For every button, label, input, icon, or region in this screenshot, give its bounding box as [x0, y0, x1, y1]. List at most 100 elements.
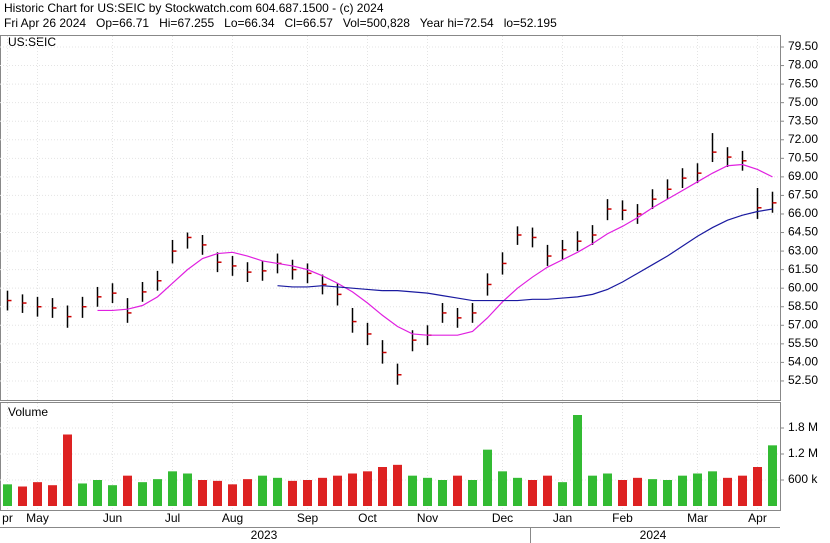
- symbol-label: US:SEIC: [8, 35, 56, 49]
- y-tick-label: 57.00: [788, 317, 818, 331]
- x-tick-label: Feb: [612, 511, 633, 525]
- volume-bar: [708, 471, 717, 506]
- moving-average: [97, 163, 773, 336]
- volume-bar: [213, 480, 222, 506]
- volume-bar: [753, 467, 762, 506]
- volume-bar: [408, 475, 417, 506]
- y-tick-label: 60.00: [788, 280, 818, 294]
- x-tick-label: Aug: [222, 511, 243, 525]
- volume-bar: [663, 480, 672, 506]
- y-tick-label: 1.2 M: [788, 446, 818, 460]
- volume-bar: [678, 475, 687, 506]
- volume-bar: [153, 479, 162, 506]
- volume-bar: [738, 475, 747, 506]
- volume-bar: [198, 480, 207, 506]
- volume-bar: [393, 464, 402, 506]
- volume-bar: [33, 482, 42, 506]
- y-tick-label: 1.8 M: [788, 420, 818, 434]
- year-label: 2023: [251, 528, 278, 542]
- volume-bar: [378, 467, 387, 506]
- volume-bar: [78, 483, 87, 506]
- y-tick-label: 64.50: [788, 225, 818, 239]
- y-tick-label: 63.00: [788, 243, 818, 257]
- y-tick-label: 73.50: [788, 113, 818, 127]
- volume-bar: [693, 473, 702, 506]
- volume-bar: [723, 477, 732, 506]
- volume-bar: [603, 473, 612, 506]
- y-tick-label: 76.50: [788, 76, 818, 90]
- volume-bar: [363, 471, 372, 506]
- volume-bar: [108, 485, 117, 506]
- volume-bar: [588, 475, 597, 506]
- y-tick-label: 67.50: [788, 188, 818, 202]
- volume-bar: [3, 484, 12, 506]
- moving-average: [277, 208, 773, 302]
- year-label: 2024: [640, 528, 667, 542]
- volume-bar: [618, 480, 627, 506]
- volume-bar: [438, 480, 447, 506]
- volume-bar: [348, 473, 357, 506]
- y-tick-label: 79.50: [788, 39, 818, 53]
- volume-bar: [93, 480, 102, 506]
- x-tick-label: Jan: [553, 511, 572, 525]
- chart-title: Historic Chart for US:SEIC by Stockwatch…: [4, 1, 384, 15]
- volume-bar: [633, 477, 642, 506]
- volume-bar: [63, 434, 72, 506]
- volume-bar: [498, 471, 507, 506]
- volume-bar: [558, 482, 567, 506]
- y-tick-label: 55.50: [788, 336, 818, 350]
- volume-bar: [423, 477, 432, 506]
- volume-bar: [648, 479, 657, 506]
- x-tick-label: Jun: [103, 511, 122, 525]
- volume-bar: [18, 486, 27, 506]
- x-tick-label: Mar: [687, 511, 708, 525]
- y-tick-label: 78.00: [788, 58, 818, 72]
- volume-bar: [228, 484, 237, 506]
- y-tick-label: 52.50: [788, 373, 818, 387]
- volume-bar: [528, 480, 537, 506]
- y-tick-label: 70.50: [788, 150, 818, 164]
- price-panel: [0, 35, 781, 401]
- y-tick-label: 58.50: [788, 299, 818, 313]
- volume-bar: [513, 477, 522, 506]
- x-tick-label: Jul: [165, 511, 180, 525]
- x-tick-label: Oct: [358, 511, 377, 525]
- y-tick-label: 66.00: [788, 206, 818, 220]
- x-tick-label: Dec: [492, 511, 513, 525]
- x-tick-label: Sep: [297, 511, 319, 525]
- volume-bar: [303, 480, 312, 506]
- x-tick-label: pr: [2, 511, 13, 525]
- volume-bar: [768, 445, 777, 506]
- volume-bar: [168, 471, 177, 506]
- y-tick-label: 61.50: [788, 262, 818, 276]
- volume-bar: [183, 473, 192, 506]
- volume-bar: [573, 415, 582, 506]
- volume-bar: [318, 477, 327, 506]
- y-tick-label: 69.00: [788, 169, 818, 183]
- volume-bar: [543, 475, 552, 506]
- volume-bar: [468, 480, 477, 506]
- volume-bar: [243, 479, 252, 506]
- volume-label: Volume: [8, 405, 48, 419]
- volume-bar: [138, 482, 147, 506]
- volume-bar: [288, 480, 297, 506]
- y-tick-label: 54.00: [788, 355, 818, 369]
- volume-bar: [48, 485, 57, 506]
- y-tick-label: 600 k: [788, 472, 818, 486]
- volume-bar: [258, 475, 267, 506]
- quote-line: Fri Apr 26 2024 Op=66.71 Hi=67.255 Lo=66…: [4, 16, 557, 30]
- volume-panel: [0, 402, 781, 511]
- x-tick-label: Nov: [417, 511, 438, 525]
- volume-bar: [123, 475, 132, 506]
- y-tick-label: 72.00: [788, 132, 818, 146]
- volume-bar: [333, 475, 342, 506]
- volume-bar: [273, 477, 282, 506]
- volume-bar: [453, 475, 462, 506]
- volume-bar: [483, 449, 492, 506]
- x-tick-label: Apr: [748, 511, 767, 525]
- y-tick-label: 75.00: [788, 95, 818, 109]
- x-tick-label: May: [26, 511, 49, 525]
